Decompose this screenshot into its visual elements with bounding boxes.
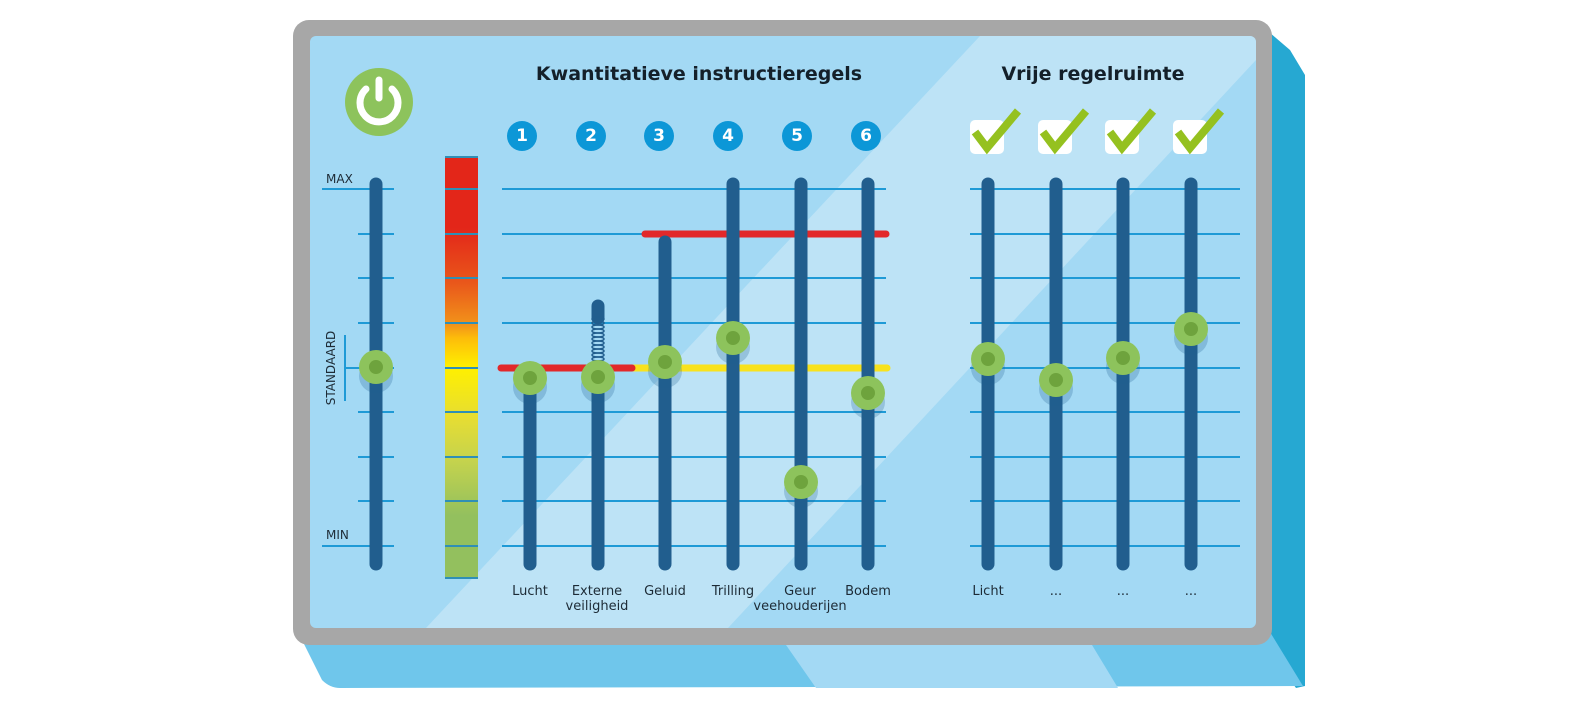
checkmark-icon xyxy=(971,108,1022,155)
slider-label-free-2: ... xyxy=(1049,584,1063,599)
knob-geluid[interactable] xyxy=(648,345,682,388)
knob-geur-veehouderijen[interactable] xyxy=(784,465,818,508)
checkbox-free-2[interactable] xyxy=(1038,108,1090,155)
checkbox-free-4[interactable] xyxy=(1173,108,1225,155)
slider-label-licht: Licht xyxy=(972,584,1004,599)
rule-number-badge-3: 3 xyxy=(644,121,674,151)
rule-number-badge-2: 2 xyxy=(576,121,606,151)
checkmark-icon xyxy=(1106,108,1157,155)
knob-licht[interactable] xyxy=(971,342,1005,385)
knob-lucht[interactable] xyxy=(513,361,547,404)
slider-label-externe-veiligheid: Externe veiligheid xyxy=(565,584,629,614)
rule-number-badge-5: 5 xyxy=(782,121,812,151)
screen-glare xyxy=(426,36,1256,628)
knob-trilling[interactable] xyxy=(716,321,750,364)
checkboxes xyxy=(970,108,1225,155)
free-space-title: Vrije regelruimte xyxy=(1001,63,1185,85)
device-side-face xyxy=(1262,26,1305,688)
checkbox-licht[interactable] xyxy=(970,108,1022,155)
knob-standaard[interactable] xyxy=(359,350,393,393)
device-bottom-highlight xyxy=(786,645,1118,688)
slider-label-bodem: Bodem xyxy=(845,584,891,599)
rule-number-badge-4: 4 xyxy=(713,121,743,151)
checkbox-free-3[interactable] xyxy=(1105,108,1157,155)
slider-label-geur-veehouderijen: Geur veehouderijen xyxy=(753,584,847,614)
slider-label-geluid: Geluid xyxy=(644,584,686,599)
knob-free-4[interactable] xyxy=(1174,312,1208,355)
slider-label-trilling: Trilling xyxy=(711,584,755,599)
standard-label: STANDAARD xyxy=(324,330,338,406)
power-button[interactable] xyxy=(345,68,413,136)
slider-knobs xyxy=(359,312,1208,508)
knob-free-2[interactable] xyxy=(1039,363,1073,406)
max-label: MAX xyxy=(326,172,353,186)
knob-bodem[interactable] xyxy=(851,376,885,419)
slider-label-lucht: Lucht xyxy=(512,584,548,599)
quantitative-title: Kwantitatieve instructieregels xyxy=(535,63,863,85)
knob-externe-veiligheid[interactable] xyxy=(581,360,615,403)
quantitative-slider-tracks xyxy=(523,177,875,571)
power-icon xyxy=(356,76,402,126)
rule-number-badge-1: 1 xyxy=(507,121,537,151)
min-label: MIN xyxy=(326,528,349,542)
rule-number-badge-6: 6 xyxy=(851,121,881,151)
slider-label-free-4: ... xyxy=(1184,584,1198,599)
knob-free-3[interactable] xyxy=(1106,341,1140,384)
checkmark-icon xyxy=(1039,108,1090,155)
slider-label-free-3: ... xyxy=(1116,584,1130,599)
checkmark-icon xyxy=(1174,108,1225,155)
heat-bar xyxy=(445,156,478,579)
